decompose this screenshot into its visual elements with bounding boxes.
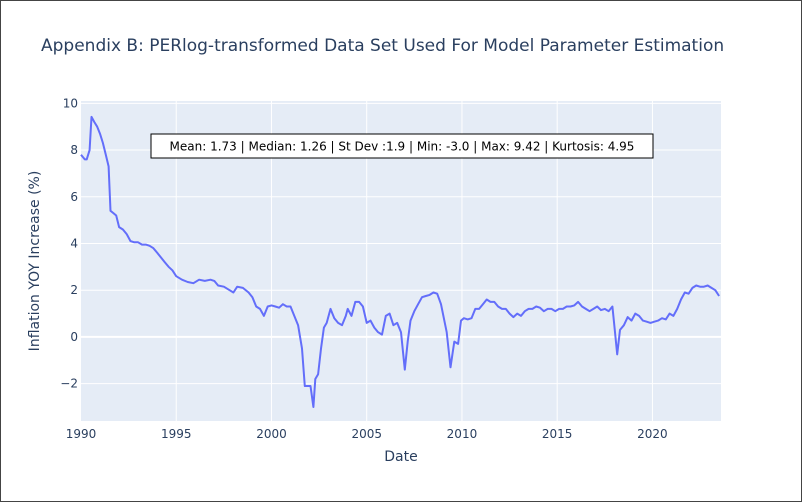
y-tick-label: 8 — [70, 143, 78, 157]
series-line — [80, 115, 720, 408]
stats-annotation-text: Mean: 1.73 | Median: 1.26 | St Dev :1.9 … — [170, 140, 635, 154]
stats-annotation: Mean: 1.73 | Median: 1.26 | St Dev :1.9 … — [150, 133, 654, 159]
x-tick-label: 2015 — [542, 427, 573, 441]
y-tick-label: 2 — [70, 283, 78, 297]
x-tick-label: 2010 — [447, 427, 478, 441]
x-tick-label: 1990 — [66, 427, 97, 441]
y-tick-label: −2 — [60, 377, 78, 391]
series-lines — [80, 115, 720, 408]
x-tick-label: 1995 — [161, 427, 192, 441]
x-ticks: 1990 1995 2000 2005 2010 2015 2020 — [66, 427, 668, 441]
x-tick-label: 2005 — [351, 427, 382, 441]
stats-annotation-box — [150, 133, 654, 159]
y-axis-title: Inflation YOY Increase (%) — [27, 171, 43, 352]
y-tick-label: 10 — [63, 96, 78, 110]
chart-title: Appendix B: PERlog-transformed Data Set … — [41, 36, 724, 56]
x-axis-title: Date — [384, 449, 417, 465]
y-tick-label: 6 — [70, 190, 78, 204]
y-tick-label: 4 — [70, 236, 78, 250]
x-tick-label: 2020 — [637, 427, 668, 441]
x-tick-label: 2000 — [256, 427, 287, 441]
y-ticks: −2 0 2 4 6 8 10 — [60, 96, 78, 390]
y-tick-label: 0 — [70, 330, 78, 344]
